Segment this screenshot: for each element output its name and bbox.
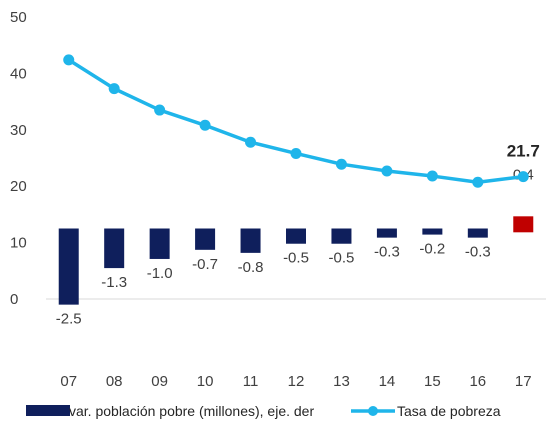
bar-data-label: -0.8	[238, 259, 264, 276]
bar-data-label: -1.3	[101, 274, 127, 291]
y-tick-label: 40	[10, 65, 27, 82]
line-point	[63, 54, 75, 66]
bar	[240, 228, 261, 253]
line-point	[426, 170, 438, 182]
bar-data-label: -0.3	[374, 244, 400, 261]
line-point	[290, 147, 302, 159]
line-series-tasa-de-pobreza	[67, 58, 524, 185]
y-tick-label: 10	[10, 235, 27, 252]
x-tick-label: 08	[106, 373, 123, 390]
bar-data-label: -2.5	[56, 311, 82, 328]
line-end-label: 21.7	[507, 142, 540, 161]
legend-bar-label: var. población pobre (millones), eje. de…	[69, 403, 314, 419]
bar-data-label: -0.5	[283, 250, 309, 267]
x-tick-label: 13	[333, 373, 350, 390]
bar-data-label: -0.2	[419, 241, 445, 258]
y-tick-label: 0	[10, 291, 18, 308]
x-tick-label: 12	[288, 373, 305, 390]
bar	[58, 228, 79, 305]
line-point	[108, 83, 120, 95]
legend-bar-swatch	[26, 405, 70, 416]
x-tick-label: 11	[243, 373, 259, 390]
bar	[467, 228, 488, 238]
line-point	[154, 104, 166, 116]
y-tick-label: 20	[10, 178, 27, 195]
legend-line-marker	[368, 406, 378, 416]
bar-data-label: -1.0	[147, 265, 173, 282]
y-tick-label: 30	[10, 122, 27, 139]
line-point	[199, 119, 211, 131]
line-point	[517, 171, 529, 183]
y-tick-label: 50	[10, 9, 27, 26]
x-tick-label: 16	[469, 373, 486, 390]
bar	[149, 228, 170, 259]
x-tick-label: 09	[151, 373, 168, 390]
x-tick-label: 17	[515, 373, 532, 390]
line-point	[335, 158, 347, 170]
bar	[376, 228, 397, 238]
line-point	[245, 136, 257, 148]
bar	[195, 228, 216, 250]
x-tick-label: 07	[60, 373, 77, 390]
x-tick-label: 15	[424, 373, 441, 390]
line-point	[381, 165, 393, 177]
legend-line-label: Tasa de pobreza	[397, 403, 501, 419]
bar	[513, 216, 534, 233]
line-point	[472, 176, 484, 188]
bar	[104, 228, 125, 269]
bar-data-label: -0.3	[465, 244, 491, 261]
bar	[331, 228, 352, 244]
bar-data-label: -0.5	[329, 250, 355, 267]
bar	[422, 228, 443, 235]
bar	[286, 228, 306, 244]
x-tick-label: 10	[197, 373, 214, 390]
bar-data-label: -0.7	[192, 256, 218, 273]
x-tick-label: 14	[379, 373, 396, 390]
